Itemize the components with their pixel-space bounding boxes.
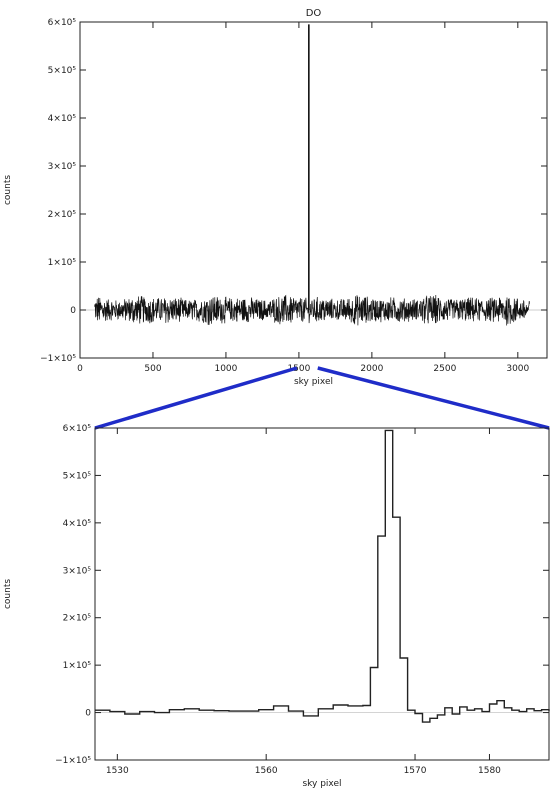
zoom-x-axis: 1530 1560 1570 1580 [106, 428, 501, 776]
y-tick-label: 2×10⁵ [48, 210, 77, 220]
overview-plot-series [80, 24, 547, 326]
x-tick-label: 1000 [214, 364, 237, 374]
x-tick-label: 1530 [106, 766, 129, 776]
overview-plot-frame [79, 21, 548, 359]
zoom-panel: 1530 1560 1570 1580 −1×10⁵ 0 1×10⁵ 2×10⁵ 3×10⁵ 4… [3, 424, 550, 789]
overview-panel: DO 0 500 1000 1500 2000 2500 3000 −1×10⁵01×10⁵… [3, 8, 548, 387]
y-tick-label: 4×10⁵ [63, 519, 92, 529]
x-tick-label: 2000 [360, 364, 383, 374]
zoom-step-trace [95, 429, 550, 723]
y-tick-label: 3×10⁵ [48, 162, 77, 172]
x-tick-label: 1500 [287, 364, 310, 374]
zoom-connector-left [94, 366, 298, 430]
y-tick-label: 1×10⁵ [63, 661, 92, 671]
zoom-y-axis: −1×10⁵ 0 1×10⁵ 2×10⁵ 3×10⁵ 4×10⁵ 5×10⁵ 6×10⁵ [55, 424, 549, 766]
y-tick-label: 5×10⁵ [48, 66, 77, 76]
y-tick-label: 4×10⁵ [48, 114, 77, 124]
x-tick-label: 0 [77, 364, 83, 374]
x-tick-label: 2500 [433, 364, 456, 374]
y-tick-label: 3×10⁵ [63, 566, 92, 576]
y-tick-label: −1×10⁵ [55, 756, 91, 766]
overview-x-axis: 0 500 1000 1500 2000 2500 3000 [77, 22, 530, 374]
y-tick-label: 6×10⁵ [48, 18, 77, 28]
zoom-connector-lines [94, 366, 550, 430]
zoom-plot-frame [94, 427, 550, 761]
y-tick-label: 0 [70, 306, 76, 316]
x-tick-label: 1580 [478, 766, 501, 776]
noise-trace [94, 294, 530, 326]
y-tick-label: 1×10⁵ [48, 258, 77, 268]
zoom-plot-series [95, 429, 550, 723]
overview-y-axis: −1×10⁵ 0 1×10⁵ 2×10⁵ 3×10⁵ 4×10⁵ 5×10⁵ 6×10⁵ [40, 18, 547, 364]
y-tick-label: −1×10⁵ [40, 354, 76, 364]
x-tick-label: 1560 [255, 766, 278, 776]
y-tick-label: 0 [85, 709, 91, 719]
y-tick-label: 6×10⁵ [63, 424, 92, 434]
zoom-x-axis-label: sky pixel [302, 779, 341, 789]
overview-y-axis-label: counts [3, 175, 13, 205]
overview-x-axis-label: sky pixel [294, 377, 333, 387]
zoom-connector-right [317, 366, 550, 430]
x-tick-label: 3000 [506, 364, 529, 374]
y-tick-label: 2×10⁵ [63, 614, 92, 624]
y-tick-label: 5×10⁵ [63, 471, 92, 481]
zoom-y-axis-label: counts [3, 579, 13, 609]
x-tick-label: 1570 [404, 766, 427, 776]
chart-title: DO [306, 8, 322, 19]
x-tick-label: 500 [144, 364, 161, 374]
